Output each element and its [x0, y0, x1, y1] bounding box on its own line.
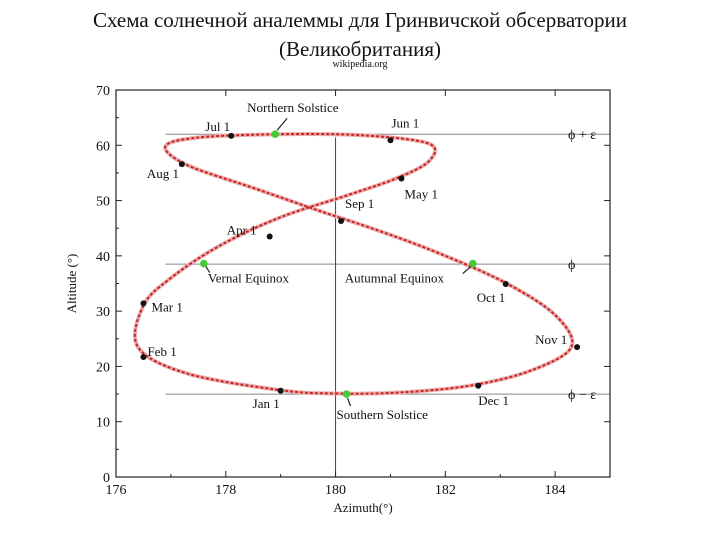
axis-ticks: 176 178 180 182 184 0 10 20 30 40 50 60 70: [96, 84, 611, 498]
month-marker: [475, 382, 482, 389]
data-labels: ϕ + ε ϕ ϕ − ε Jan 1 Feb 1 Mar 1 Apr 1 May 1 Jun …: [147, 100, 596, 422]
month-label: Feb 1: [147, 344, 176, 359]
x-tick-label: 176: [106, 483, 127, 498]
month-marker: [398, 175, 405, 182]
solstice-equinox-marker: [271, 130, 279, 139]
month-label: Dec 1: [478, 393, 509, 408]
reference-line-label: ϕ: [568, 258, 575, 273]
month-marker: [140, 354, 147, 361]
special-point-label: Vernal Equinox: [208, 271, 290, 286]
month-marker: [178, 161, 185, 168]
reference-lines: [165, 133, 610, 395]
month-label: Mar 1: [151, 299, 182, 314]
month-label: Aug 1: [147, 166, 179, 181]
special-point-label: Northern Solstice: [247, 100, 339, 115]
y-tick-label: 20: [96, 360, 110, 375]
y-tick-label: 30: [96, 305, 110, 320]
month-marker: [387, 137, 394, 144]
y-tick-label: 0: [103, 471, 110, 486]
annotation-arrow: [462, 266, 472, 275]
month-label: Oct 1: [477, 290, 506, 305]
month-label: Apr 1: [227, 223, 257, 238]
x-tick-label: 180: [325, 483, 346, 498]
special-point-label: Autumnal Equinox: [345, 271, 445, 286]
month-marker: [228, 132, 235, 139]
y-tick-label: 50: [96, 195, 110, 210]
x-tick-label: 182: [435, 483, 456, 498]
data-markers: [140, 130, 581, 398]
title-line-1: Схема солнечной аналеммы для Гринвичской…: [92, 8, 628, 32]
month-label: Jan 1: [253, 396, 280, 411]
reference-line-label: ϕ + ε: [568, 128, 596, 143]
month-label: May 1: [404, 186, 438, 201]
month-marker: [140, 300, 147, 307]
month-label: Jul 1: [205, 119, 230, 134]
month-marker: [277, 387, 284, 394]
page-title: Схема солнечной аналеммы для Гринвичской…: [0, 6, 720, 64]
title-line-2: (Великобритания): [279, 37, 441, 61]
y-tick-label: 60: [96, 139, 110, 154]
month-label: Nov 1: [535, 332, 567, 347]
solstice-equinox-marker: [468, 259, 477, 268]
month-marker: [338, 218, 345, 225]
y-axis-label: Altitude (°): [64, 254, 79, 314]
annotation-arrow: [346, 397, 352, 407]
x-axis-label: Azimuth(°): [333, 500, 392, 515]
month-label: Jun 1: [391, 115, 419, 130]
month-marker: [574, 344, 581, 351]
x-tick-label: 184: [545, 483, 566, 498]
solstice-equinox-marker: [342, 390, 351, 398]
y-tick-label: 10: [96, 416, 110, 431]
annotation-arrow: [276, 117, 288, 131]
analemma-curve-shadow: [132, 132, 575, 396]
y-tick-label: 40: [96, 250, 110, 265]
y-tick-label: 70: [96, 84, 110, 99]
reference-line-label: ϕ − ε: [568, 388, 596, 403]
solstice-equinox-marker: [200, 259, 208, 268]
source-credit: wikipedia.org: [332, 59, 388, 70]
special-point-label: Southern Solstice: [337, 407, 429, 422]
x-tick-label: 178: [215, 483, 236, 498]
month-marker: [502, 281, 509, 288]
annotation-arrow: [205, 266, 211, 273]
month-marker: [266, 233, 273, 240]
month-label: Sep 1: [345, 196, 374, 211]
